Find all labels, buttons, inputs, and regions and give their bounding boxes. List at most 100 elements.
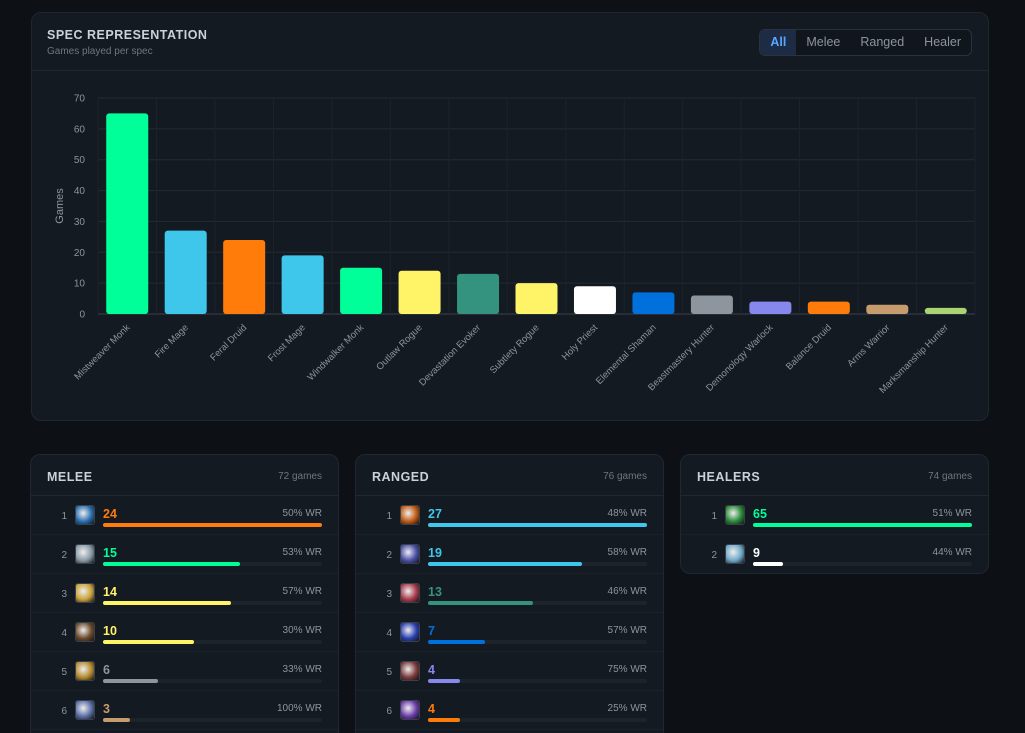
spec-row[interactable]: 2 19 58% WR: [356, 535, 663, 574]
role-filter: All Melee Ranged Healer: [759, 29, 972, 56]
filter-all-button[interactable]: All: [760, 30, 797, 55]
x-tick-label: Holy Priest: [560, 322, 601, 363]
games-count: 6: [103, 663, 110, 677]
win-rate: 100% WR: [276, 703, 322, 714]
spec-row[interactable]: 2 15 53% WR: [31, 535, 338, 574]
card-title: SPEC REPRESENTATION: [47, 28, 208, 42]
spec-row[interactable]: 1 65 51% WR: [681, 496, 988, 535]
y-tick-label: 20: [74, 248, 86, 259]
win-rate: 57% WR: [282, 586, 322, 597]
melee-list: 1 24 50% WR 2 15 53% WR 3 14 57% WR 4 10 30% WR 5 6 33…: [31, 496, 338, 730]
share-bar-track: [753, 562, 972, 566]
x-tick-label: Arms Warrior: [845, 322, 892, 369]
spec-row[interactable]: 3 13 46% WR: [356, 574, 663, 613]
x-tick-label: Elemental Shaman: [594, 322, 659, 387]
y-tick-label: 50: [74, 155, 86, 166]
rank-number: 1: [386, 511, 392, 522]
fire-mage-icon: [400, 505, 420, 525]
ranged-list: 1 27 48% WR 2 19 58% WR 3 13 46% WR 4 7 57% WR 5 4 75%…: [356, 496, 663, 730]
share-bar-track: [753, 523, 972, 527]
games-count: 27: [428, 507, 442, 521]
rank-number: 3: [61, 589, 67, 600]
x-tick-label: Frost Mage: [266, 322, 308, 364]
healers-header: HEALERS 74 games: [681, 455, 988, 496]
bar-8: [515, 283, 558, 314]
filter-ranged-button[interactable]: Ranged: [860, 35, 905, 49]
spec-row[interactable]: 1 24 50% WR: [31, 496, 338, 535]
ranged-card: RANGED 76 games 1 27 48% WR 2 19 58% WR 3 13 46%…: [355, 454, 664, 733]
bar-13: [807, 301, 850, 314]
share-bar-fill: [103, 562, 240, 566]
share-bar-track: [103, 562, 322, 566]
spec-row[interactable]: 2 9 44% WR: [681, 535, 988, 573]
games-count: 15: [103, 546, 117, 560]
win-rate: 50% WR: [282, 508, 322, 519]
spec-row[interactable]: 3 14 57% WR: [31, 574, 338, 613]
spec-row[interactable]: 5 6 33% WR: [31, 652, 338, 691]
win-rate: 58% WR: [607, 547, 647, 558]
spec-representation-card: SPEC REPRESENTATION Games played per spe…: [31, 12, 989, 421]
share-bar-fill: [428, 562, 583, 566]
x-tick-label: Outlaw Rogue: [374, 322, 424, 372]
spec-row[interactable]: 6 3 100% WR: [31, 691, 338, 730]
share-bar-fill: [103, 640, 195, 644]
spec-row[interactable]: 5 4 75% WR: [356, 652, 663, 691]
share-bar-fill: [753, 523, 972, 527]
rank-number: 6: [386, 706, 392, 717]
healers-card: HEALERS 74 games 1 65 51% WR 2 9 44% WR: [680, 454, 989, 574]
balance-druid-icon: [400, 700, 420, 720]
games-count: 4: [428, 663, 435, 677]
rank-number: 2: [386, 550, 392, 561]
outlaw-rogue-icon: [75, 583, 95, 603]
rank-number: 1: [61, 511, 67, 522]
beastmastery-hunter-icon: [75, 661, 95, 681]
bar-2: [164, 230, 207, 314]
games-count: 9: [753, 546, 760, 560]
win-rate: 33% WR: [282, 664, 322, 675]
share-bar-fill: [428, 718, 461, 722]
share-bar-track: [103, 679, 322, 683]
win-rate: 48% WR: [607, 508, 647, 519]
share-bar-track: [428, 679, 647, 683]
filter-healer-button[interactable]: Healer: [924, 35, 961, 49]
y-tick-label: 0: [79, 310, 85, 321]
x-tick-label: Demonology Warlock: [704, 322, 776, 394]
bar-15: [924, 307, 967, 314]
rank-number: 4: [386, 628, 392, 639]
spec-row[interactable]: 4 7 57% WR: [356, 613, 663, 652]
rank-number: 3: [386, 589, 392, 600]
win-rate: 30% WR: [282, 625, 322, 636]
y-tick-label: 10: [74, 279, 86, 290]
healers-list: 1 65 51% WR 2 9 44% WR: [681, 496, 988, 573]
y-tick-label: 70: [74, 94, 86, 105]
games-count: 4: [428, 702, 435, 716]
rank-number: 1: [711, 511, 717, 522]
rank-number: 4: [61, 628, 67, 639]
rank-number: 2: [61, 550, 67, 561]
rank-number: 2: [711, 550, 717, 561]
spec-row[interactable]: 6 4 25% WR: [356, 691, 663, 730]
arms-warrior-icon: [75, 700, 95, 720]
filter-melee-button[interactable]: Melee: [806, 35, 841, 49]
win-rate: 57% WR: [607, 625, 647, 636]
win-rate: 44% WR: [932, 547, 972, 558]
healers-title: HEALERS: [697, 470, 761, 484]
bar-12: [749, 301, 792, 314]
share-bar-track: [428, 601, 647, 605]
windwalker-monk-icon: [75, 544, 95, 564]
games-count: 24: [103, 507, 117, 521]
share-bar-track: [103, 718, 322, 722]
spec-row[interactable]: 1 27 48% WR: [356, 496, 663, 535]
melee-count: 72 games: [278, 471, 322, 482]
share-bar-fill: [103, 523, 322, 527]
bar-1: [106, 113, 149, 314]
elemental-shaman-icon: [400, 622, 420, 642]
rank-number: 5: [61, 667, 67, 678]
share-bar-track: [428, 640, 647, 644]
share-bar-track: [103, 523, 322, 527]
spec-row[interactable]: 4 10 30% WR: [31, 613, 338, 652]
ranged-title: RANGED: [372, 470, 430, 484]
feral-druid-icon: [75, 505, 95, 525]
bar-6: [398, 270, 441, 314]
y-tick-label: 60: [74, 124, 86, 135]
